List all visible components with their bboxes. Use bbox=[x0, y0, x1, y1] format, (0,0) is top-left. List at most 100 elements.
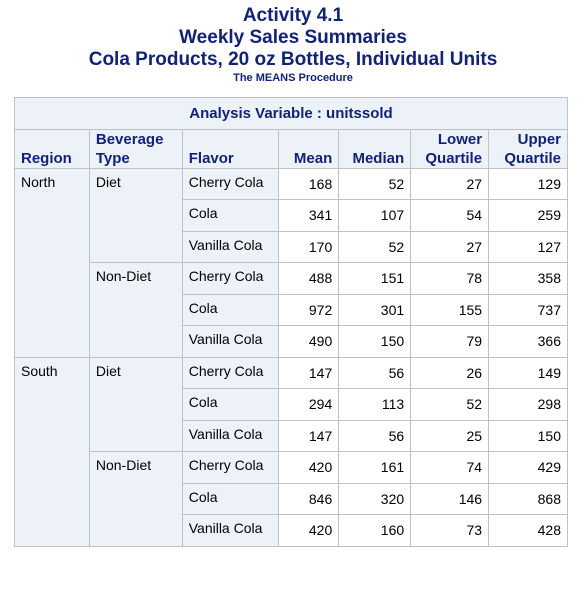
table-row: Vanilla Cola 420 160 73 428 bbox=[15, 514, 568, 547]
lower-quartile-cell: 78 bbox=[410, 262, 490, 295]
lower-quartile-cell: 79 bbox=[410, 325, 490, 358]
median-cell: 107 bbox=[338, 199, 412, 232]
table-row: Vanilla Cola 170 52 27 127 bbox=[15, 230, 568, 263]
column-header-row: Region Beverage Type Flavor Mean Median L… bbox=[14, 128, 568, 169]
upper-quartile-cell: 127 bbox=[488, 230, 568, 263]
mean-cell: 294 bbox=[278, 388, 340, 421]
column-header-upper-quartile-label-2: Quartile bbox=[504, 149, 561, 167]
upper-quartile-cell: 868 bbox=[488, 482, 568, 515]
median-cell: 52 bbox=[338, 167, 412, 200]
lower-quartile-cell: 54 bbox=[410, 199, 490, 232]
beverage-type-cell: Diet bbox=[88, 167, 183, 263]
upper-quartile-cell: 358 bbox=[488, 262, 568, 295]
mean-cell: 420 bbox=[278, 514, 340, 547]
median-cell: 150 bbox=[338, 325, 412, 358]
table-row: Cola 341 107 54 259 bbox=[15, 199, 568, 232]
upper-quartile-cell: 428 bbox=[488, 514, 568, 547]
upper-quartile-cell: 298 bbox=[488, 388, 568, 421]
upper-quartile-cell: 149 bbox=[488, 356, 568, 389]
flavor-cell: Vanilla Cola bbox=[181, 514, 280, 547]
flavor-cell: Vanilla Cola bbox=[181, 419, 280, 452]
analysis-variable-row: Analysis Variable : unitssold bbox=[14, 97, 568, 130]
beverage-type-cell: Non-Diet bbox=[88, 451, 183, 547]
flavor-cell: Cola bbox=[181, 482, 280, 515]
mean-cell: 490 bbox=[278, 325, 340, 358]
column-header-region: Region bbox=[14, 128, 90, 169]
table-row: Non-Diet Cherry Cola 488 151 78 358 bbox=[15, 262, 568, 358]
region-cell: North bbox=[14, 167, 90, 358]
lower-quartile-cell: 155 bbox=[410, 293, 490, 326]
median-cell: 151 bbox=[338, 262, 412, 295]
median-cell: 161 bbox=[338, 451, 412, 484]
lower-quartile-cell: 146 bbox=[410, 482, 490, 515]
lower-quartile-cell: 74 bbox=[410, 451, 490, 484]
upper-quartile-cell: 366 bbox=[488, 325, 568, 358]
median-cell: 320 bbox=[338, 482, 412, 515]
table-row: Vanilla Cola 490 150 79 366 bbox=[15, 325, 568, 358]
column-header-lower-quartile: Lower Quartile bbox=[410, 128, 490, 169]
column-header-beverage-type-label-2: Type bbox=[95, 149, 130, 167]
table-row: Non-Diet Cherry Cola 420 161 74 429 bbox=[15, 451, 568, 547]
analysis-variable-header: Analysis Variable : unitssold bbox=[14, 97, 568, 130]
flavor-cell: Cola bbox=[181, 199, 280, 232]
column-header-beverage-type-label-1: Beverage bbox=[95, 130, 164, 148]
column-header-mean-label: Mean bbox=[293, 149, 333, 167]
median-cell: 113 bbox=[338, 388, 412, 421]
flavor-cell: Cherry Cola bbox=[181, 262, 280, 295]
column-header-flavor: Flavor bbox=[181, 128, 280, 169]
flavor-cell: Cherry Cola bbox=[181, 451, 280, 484]
upper-quartile-cell: 150 bbox=[488, 419, 568, 452]
lower-quartile-cell: 52 bbox=[410, 388, 490, 421]
upper-quartile-cell: 259 bbox=[488, 199, 568, 232]
table-row: Cola 972 301 155 737 bbox=[15, 293, 568, 326]
column-header-mean: Mean bbox=[278, 128, 340, 169]
lower-quartile-cell: 27 bbox=[410, 230, 490, 263]
procedure-label: The MEANS Procedure bbox=[233, 72, 353, 84]
lower-quartile-cell: 27 bbox=[410, 167, 490, 200]
mean-cell: 168 bbox=[278, 167, 340, 200]
column-header-upper-quartile: Upper Quartile bbox=[488, 128, 568, 169]
column-header-flavor-label: Flavor bbox=[188, 149, 234, 167]
mean-cell: 972 bbox=[278, 293, 340, 326]
beverage-type-cell: Diet bbox=[88, 356, 183, 452]
column-header-lower-quartile-label-1: Lower bbox=[437, 130, 483, 148]
mean-cell: 147 bbox=[278, 356, 340, 389]
column-header-median: Median bbox=[338, 128, 412, 169]
table-row: Cola 294 113 52 298 bbox=[15, 388, 568, 421]
column-header-region-label: Region bbox=[21, 149, 72, 167]
beverage-type-cell: Non-Diet bbox=[88, 262, 183, 358]
flavor-cell: Vanilla Cola bbox=[181, 325, 280, 358]
table-row: Vanilla Cola 147 56 25 150 bbox=[15, 419, 568, 452]
column-header-upper-quartile-label-1: Upper bbox=[517, 130, 561, 148]
median-cell: 56 bbox=[338, 356, 412, 389]
flavor-cell: Cherry Cola bbox=[181, 356, 280, 389]
lower-quartile-cell: 73 bbox=[410, 514, 490, 547]
column-header-lower-quartile-label-2: Quartile bbox=[425, 149, 483, 167]
mean-cell: 341 bbox=[278, 199, 340, 232]
upper-quartile-cell: 129 bbox=[488, 167, 568, 200]
column-header-beverage-type: Beverage Type bbox=[88, 128, 183, 169]
summary-table: Analysis Variable : unitssold Region Bev… bbox=[14, 97, 568, 547]
median-cell: 160 bbox=[338, 514, 412, 547]
flavor-cell: Vanilla Cola bbox=[181, 230, 280, 263]
lower-quartile-cell: 26 bbox=[410, 356, 490, 389]
table-row: Cola 846 320 146 868 bbox=[15, 482, 568, 515]
column-header-median-label: Median bbox=[352, 149, 405, 167]
median-cell: 56 bbox=[338, 419, 412, 452]
flavor-cell: Cola bbox=[181, 293, 280, 326]
table-row: North Diet Cherry Cola 168 52 27 129 bbox=[14, 167, 568, 358]
mean-cell: 488 bbox=[278, 262, 340, 295]
region-cell: South bbox=[14, 356, 90, 547]
mean-cell: 420 bbox=[278, 451, 340, 484]
report-subtitle-detail: Cola Products, 20 oz Bottles, Individual… bbox=[88, 49, 498, 70]
report-subtitle: Weekly Sales Summaries bbox=[179, 27, 407, 48]
flavor-cell: Cola bbox=[181, 388, 280, 421]
median-cell: 52 bbox=[338, 230, 412, 263]
report-title: Activity 4.1 bbox=[242, 5, 344, 26]
mean-cell: 170 bbox=[278, 230, 340, 263]
mean-cell: 846 bbox=[278, 482, 340, 515]
lower-quartile-cell: 25 bbox=[410, 419, 490, 452]
mean-cell: 147 bbox=[278, 419, 340, 452]
flavor-cell: Cherry Cola bbox=[181, 167, 280, 200]
median-cell: 301 bbox=[338, 293, 412, 326]
